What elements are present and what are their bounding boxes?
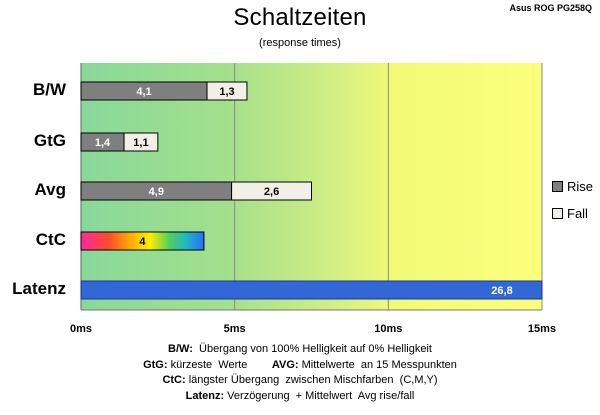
bar-fall-label: 1,3 — [219, 86, 234, 98]
bar-fall — [231, 181, 313, 201]
chart-notes: B/W: Übergang von 100% Helligkeit auf 0%… — [0, 342, 600, 404]
bar-fall — [206, 81, 248, 101]
bar-latenz-label: 26,8 — [491, 285, 512, 297]
legend-fall-label: Fall — [567, 206, 588, 221]
bar-fall-label: 1,1 — [133, 137, 148, 149]
category-label: Latenz — [12, 279, 66, 298]
legend-rise-swatch — [552, 181, 563, 192]
bar-fall-label: 2,6 — [264, 186, 279, 198]
model-label: Asus ROG PG258Q — [509, 3, 592, 13]
bar-latenz — [80, 280, 543, 300]
x-tick-label: 10ms — [374, 323, 403, 335]
bar-rise-label: 4,1 — [136, 86, 151, 98]
bar-ctc-label: 4 — [139, 236, 146, 248]
bar-fall — [123, 132, 159, 152]
chart-title: Schaltzeiten — [233, 4, 367, 31]
chart-subtitle: (response times) — [259, 37, 341, 49]
note-line: GtG: kürzeste Werte AVG: Mittelwerte an … — [143, 358, 457, 371]
category-label: CtC — [35, 230, 66, 249]
note-line: Latenz: Verzögerung + Mittelwert Avg ris… — [185, 389, 415, 402]
category-label: GtG — [33, 131, 66, 150]
x-tick-label: 0ms — [69, 323, 93, 335]
legend-rise: Rise — [552, 179, 593, 194]
note-line: CtC: längster Übergang zwischen Mischfar… — [162, 374, 438, 386]
bar-rise-label: 1,4 — [95, 137, 111, 149]
x-tick-label: 5ms — [223, 323, 246, 335]
bar-ctc — [80, 231, 205, 251]
legend-fall: Fall — [552, 206, 588, 221]
x-tick-label: 15ms — [527, 323, 557, 335]
bar-rise-label: 4,9 — [149, 186, 164, 198]
category-label: Avg — [34, 180, 67, 199]
note-line: B/W: Übergang von 100% Helligkeit auf 0%… — [168, 343, 432, 355]
legend-rise-label: Rise — [567, 179, 594, 194]
category-label: B/W — [32, 80, 66, 99]
legend-fall-swatch — [552, 208, 563, 219]
